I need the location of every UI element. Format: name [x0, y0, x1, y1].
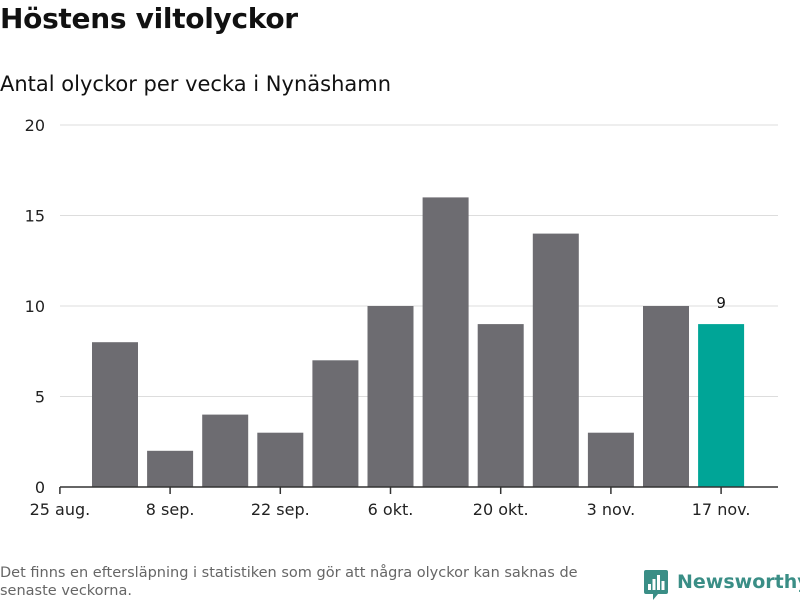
footnote: Det finns en eftersläpning i statistiken… — [0, 565, 578, 599]
bar — [147, 450, 194, 487]
x-tick-label: 3 nov. — [587, 500, 636, 519]
x-axis-tick-labels: 25 aug. 8 sep. 22 sep. 6 okt. 20 okt. 3 nov. 1… — [30, 500, 751, 519]
bar — [202, 414, 249, 487]
bar — [257, 432, 304, 487]
x-tick-label: 8 sep. — [146, 500, 195, 519]
brand-logo: Newsworthy — [644, 570, 800, 600]
chart-title: Höstens viltolyckor — [0, 2, 298, 35]
y-axis-tick-labels: 0 5 10 15 20 — [25, 116, 45, 497]
y-tick-label: 15 — [25, 207, 45, 226]
bar — [367, 306, 414, 487]
bars — [92, 197, 745, 487]
bar-chart: 0 5 10 15 20 25 aug. 8 sep. 22 sep. 6 okt. 20 ok… — [25, 116, 778, 519]
x-tick-label: 17 nov. — [692, 500, 751, 519]
data-labels: 9 — [716, 294, 726, 312]
bar-highlighted — [698, 324, 745, 487]
bar — [92, 342, 138, 487]
brand-name: Newsworthy — [677, 571, 800, 593]
newsworthy-logo-icon — [644, 570, 668, 600]
bar — [477, 324, 524, 487]
y-tick-label: 0 — [35, 478, 45, 497]
x-tick-label: 25 aug. — [30, 500, 91, 519]
x-tick-label: 6 okt. — [368, 500, 414, 519]
bar — [643, 306, 689, 487]
bar — [532, 233, 579, 487]
y-tick-label: 10 — [25, 297, 45, 316]
bar — [587, 432, 634, 487]
bar — [312, 360, 359, 487]
x-tick-label: 20 okt. — [473, 500, 529, 519]
data-label: 9 — [716, 294, 726, 312]
bar — [422, 197, 469, 487]
chart-subtitle: Antal olyckor per vecka i Nynäshamn — [0, 72, 392, 96]
y-tick-label: 20 — [25, 116, 45, 135]
x-axis — [59, 486, 778, 494]
y-tick-label: 5 — [35, 388, 45, 407]
x-tick-label: 22 sep. — [251, 500, 310, 519]
